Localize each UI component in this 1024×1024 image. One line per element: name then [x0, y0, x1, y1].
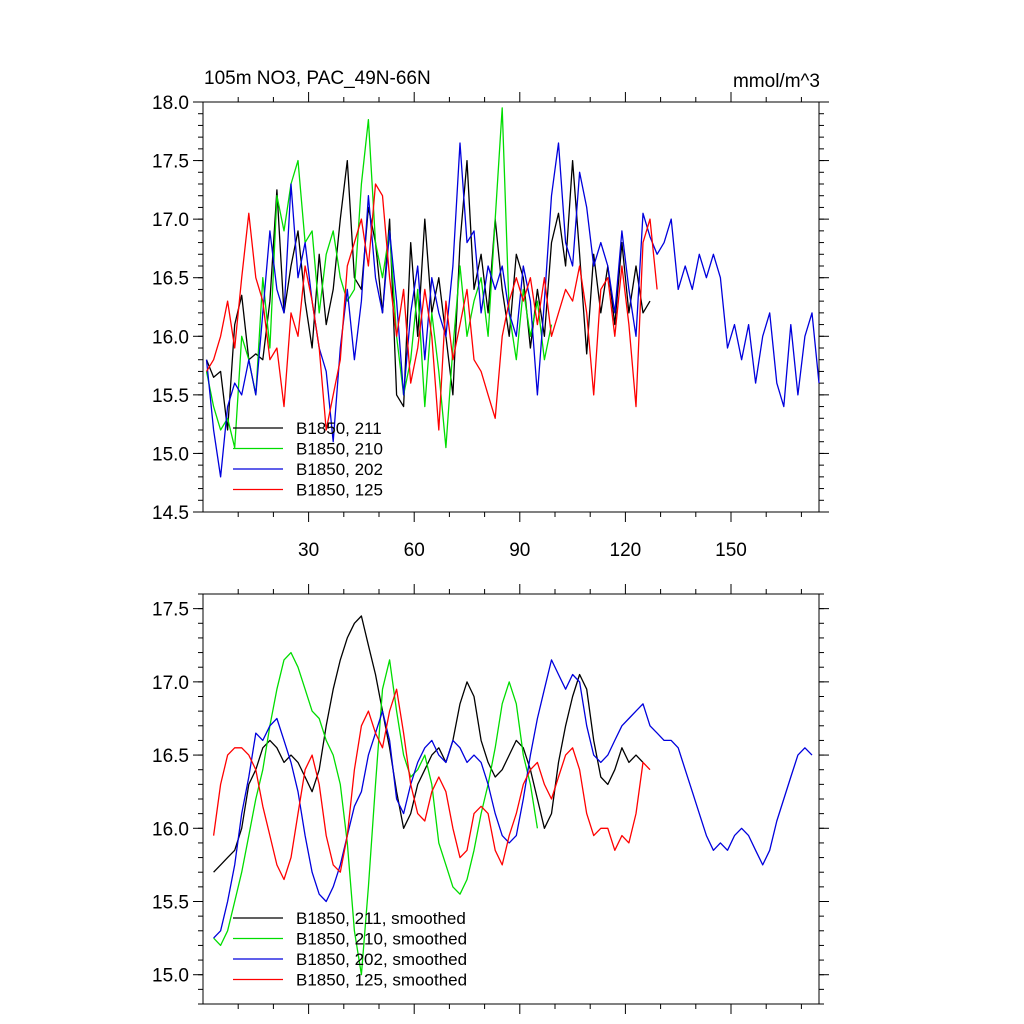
series-line-b1850-211-smoothed — [213, 615, 644, 873]
y-tick-label: 15.0 — [152, 966, 189, 987]
y-tick-label: 15.5 — [152, 386, 189, 407]
x-tick-label: 90 — [509, 540, 530, 561]
top-chart-frame — [202, 101, 820, 513]
series-line-b1850-211 — [205, 159, 651, 431]
y-tick-label: 17.5 — [152, 152, 189, 173]
legend-label: B1850, 211, smoothed — [296, 909, 466, 928]
bottom-chart-series — [212, 615, 813, 976]
top-chart-series — [205, 107, 820, 478]
y-tick-label: 18.0 — [152, 93, 189, 114]
x-tick-label: 150 — [715, 540, 747, 561]
units-label: mmol/m^3 — [733, 71, 820, 92]
legend-label: B1850, 210, smoothed — [296, 930, 467, 949]
series-line-b1850-210-smoothed — [213, 651, 539, 976]
legend-label: B1850, 202 — [296, 460, 383, 479]
series-line-b1850-210 — [205, 107, 553, 449]
x-tick-label: 30 — [298, 540, 319, 561]
series-line-b1850-125-smoothed — [212, 688, 651, 881]
legend-label: B1850, 211 — [296, 419, 382, 438]
x-tick-label: 60 — [404, 540, 425, 561]
y-tick-label: 16.5 — [152, 746, 189, 767]
legend-label: B1850, 125 — [296, 481, 383, 500]
series-line-b1850-125 — [205, 183, 658, 431]
legend-label: B1850, 202, smoothed — [296, 950, 467, 969]
y-tick-label: 15.0 — [152, 444, 189, 465]
top-chart-panel: 105m NO3, PAC_49N-66N mmol/m^3 14.515.01… — [152, 68, 829, 561]
top-chart-ticks: 14.5 15.0 15.5 16.0 16.5 17.0 17.5 18.0 30 60 90 12… — [152, 92, 829, 561]
bottom-chart-panel: 15.0 15.5 16.0 16.5 17.0 17.5 B1850, 211, smo… — [152, 584, 829, 1014]
y-tick-label: 15.5 — [152, 893, 189, 914]
bottom-chart-ticks: 15.0 15.5 16.0 16.5 17.0 17.5 — [152, 584, 829, 1014]
bottom-chart-legend: B1850, 211, smoothed B1850, 210, smoothed… — [233, 909, 467, 990]
y-tick-label: 17.0 — [152, 673, 189, 694]
series-line-b1850-202-smoothed — [213, 659, 813, 939]
y-tick-label: 16.5 — [152, 269, 189, 290]
y-tick-label: 14.5 — [152, 503, 189, 524]
legend-label: B1850, 210 — [296, 440, 383, 459]
legend-label: B1850, 125, smoothed — [296, 971, 467, 990]
y-tick-label: 16.0 — [152, 327, 189, 348]
series-line-b1850-202 — [205, 142, 820, 478]
chart-title: 105m NO3, PAC_49N-66N — [204, 68, 431, 89]
y-tick-label: 17.5 — [152, 600, 189, 621]
y-tick-label: 16.0 — [152, 819, 189, 840]
x-tick-label: 120 — [610, 540, 642, 561]
y-tick-label: 17.0 — [152, 210, 189, 231]
